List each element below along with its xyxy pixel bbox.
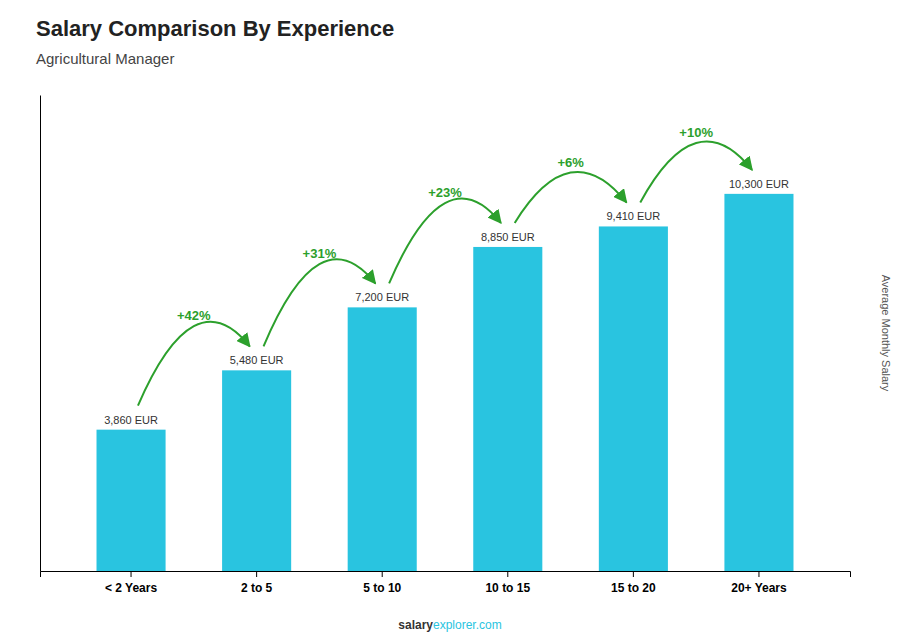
bars <box>97 194 794 571</box>
x-tick-label: 5 to 10 <box>363 581 401 595</box>
change-label: +31% <box>303 246 337 261</box>
bar <box>97 430 166 571</box>
data-label: 5,480 EUR <box>230 354 284 366</box>
bar <box>473 247 542 571</box>
x-tick: 20+ Years <box>731 571 787 595</box>
data-label: 10,300 EUR <box>729 178 789 190</box>
data-label: 8,850 EUR <box>481 231 535 243</box>
change-label: +10% <box>679 125 713 140</box>
x-tick-label: 10 to 15 <box>485 581 530 595</box>
change-arrow <box>640 141 752 202</box>
x-tick-label: 20+ Years <box>731 581 787 595</box>
change-arrow <box>138 322 250 406</box>
data-label: 7,200 EUR <box>355 291 409 303</box>
footer: salaryexplorer.com <box>398 618 501 632</box>
x-tick: 10 to 15 <box>485 571 530 595</box>
x-tick: 5 to 10 <box>363 571 401 595</box>
change-label: +42% <box>177 308 211 323</box>
chart: Salary Comparison By Experience Agricultu… <box>0 0 900 641</box>
x-tick-label: < 2 Years <box>105 581 157 595</box>
x-tick-mark <box>256 571 257 577</box>
plot: < 2 Years 2 to 5 5 to 10 10 to 15 15 to 20 20… <box>41 96 851 596</box>
change-label: +6% <box>557 155 584 170</box>
bar <box>222 370 291 571</box>
data-labels: 3,860 EUR 5,480 EUR 7,200 EUR 8,850 EUR 9,41… <box>104 178 789 426</box>
x-tick-mark <box>131 571 132 577</box>
bar <box>348 307 417 571</box>
footer-part: explorer.com <box>433 618 502 632</box>
bar <box>724 194 793 571</box>
change-arrow <box>264 259 376 346</box>
x-tick: 2 to 5 <box>241 571 273 595</box>
change-arrow <box>389 199 501 284</box>
x-tick-label: 15 to 20 <box>611 581 656 595</box>
footer-part: salary <box>398 618 433 632</box>
x-tick-mark <box>382 571 383 577</box>
change-arrows: +42% +31% +23% +6% +10% <box>138 125 752 406</box>
x-axis: < 2 Years 2 to 5 5 to 10 10 to 15 15 to 20 20… <box>41 571 851 595</box>
change-label: +23% <box>428 185 462 200</box>
title: Salary Comparison By Experience <box>36 16 394 41</box>
data-label: 9,410 EUR <box>606 210 660 222</box>
x-tick: 15 to 20 <box>611 571 656 595</box>
x-tick: < 2 Years <box>105 571 157 595</box>
data-label: 3,860 EUR <box>104 414 158 426</box>
x-tick-mark <box>633 571 634 577</box>
change-arrow <box>515 172 627 223</box>
x-tick-mark <box>758 571 759 577</box>
x-tick-label: 2 to 5 <box>241 581 273 595</box>
bar <box>599 226 668 571</box>
subtitle: Agricultural Manager <box>36 50 174 67</box>
x-axis-line <box>41 572 851 578</box>
y-axis-line <box>40 96 41 572</box>
y-axis-title: Average Monthly Salary <box>880 275 892 392</box>
y-axis <box>40 96 41 572</box>
x-tick-mark <box>507 571 508 577</box>
